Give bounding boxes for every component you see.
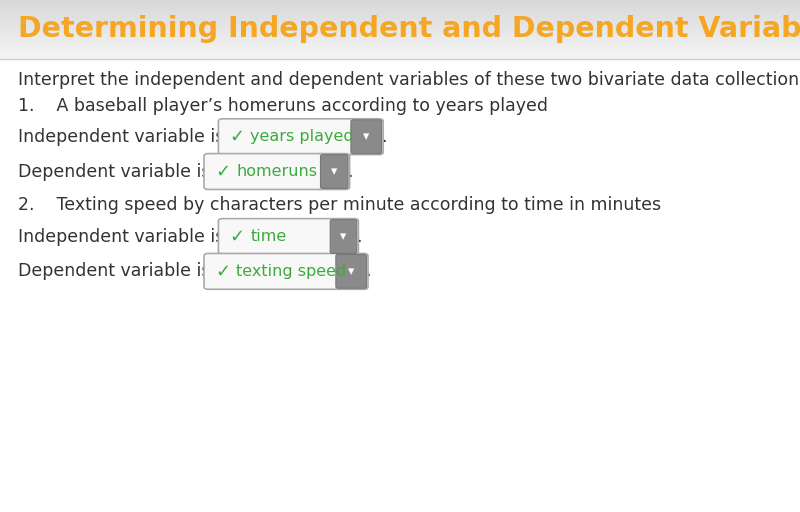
Text: Independent variable is: Independent variable is <box>18 227 224 246</box>
Text: ▾: ▾ <box>331 165 338 178</box>
FancyBboxPatch shape <box>218 119 383 155</box>
Text: Determining Independent and Dependent Variables: Determining Independent and Dependent Va… <box>18 15 800 44</box>
FancyBboxPatch shape <box>218 219 358 254</box>
Text: ✓: ✓ <box>230 227 244 246</box>
Text: .: . <box>356 227 362 246</box>
FancyBboxPatch shape <box>204 154 350 189</box>
Text: .: . <box>347 162 353 181</box>
FancyBboxPatch shape <box>321 155 348 188</box>
Text: ▾: ▾ <box>340 230 346 243</box>
Text: ▾: ▾ <box>363 130 370 143</box>
Text: Dependent variable is: Dependent variable is <box>18 262 210 281</box>
Text: years played: years played <box>250 129 354 144</box>
Text: ▾: ▾ <box>348 265 354 278</box>
Text: ✓: ✓ <box>230 127 244 146</box>
Text: .: . <box>381 127 386 146</box>
Text: time: time <box>250 229 286 244</box>
FancyBboxPatch shape <box>351 120 382 154</box>
Text: ✓: ✓ <box>215 162 230 181</box>
FancyBboxPatch shape <box>204 253 368 289</box>
Text: Interpret the independent and dependent variables of these two bivariate data co: Interpret the independent and dependent … <box>18 71 800 90</box>
FancyBboxPatch shape <box>336 254 366 288</box>
Text: texting speed: texting speed <box>236 264 346 279</box>
Text: Independent variable is: Independent variable is <box>18 127 224 146</box>
Text: .: . <box>366 262 371 281</box>
Text: ✓: ✓ <box>215 262 230 281</box>
Text: homeruns: homeruns <box>236 164 317 179</box>
FancyBboxPatch shape <box>330 220 357 253</box>
Text: Dependent variable is: Dependent variable is <box>18 162 210 181</box>
Text: 1.    A baseball player’s homeruns according to years played: 1. A baseball player’s homeruns accordin… <box>18 97 547 116</box>
Text: 2.    Texting speed by characters per minute according to time in minutes: 2. Texting speed by characters per minut… <box>18 196 661 214</box>
